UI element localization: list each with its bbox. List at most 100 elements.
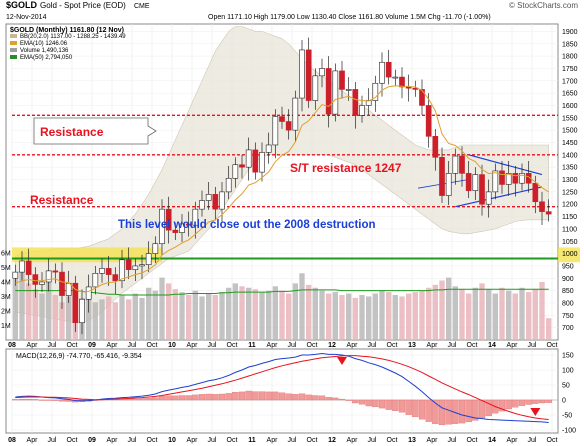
volume-bar	[352, 297, 358, 340]
y-tick-label: 1900	[562, 29, 578, 36]
legend-swatch	[10, 55, 17, 59]
volume-tick-label: 5M	[1, 265, 11, 272]
macd-histogram-bar	[418, 399, 426, 420]
candle-body	[392, 76, 399, 79]
candle-body	[445, 173, 452, 196]
volume-bar	[32, 289, 38, 340]
candle-body	[39, 281, 45, 285]
macd-histogram-bar	[18, 398, 26, 401]
candle-body	[532, 182, 539, 203]
candle-body	[145, 253, 152, 266]
candle-body	[545, 211, 552, 215]
macd-low-arrow	[530, 408, 541, 416]
volume-bar	[192, 290, 198, 340]
macd-histogram-bar	[425, 399, 432, 422]
x-tick-label: 09	[88, 342, 96, 349]
volume-bar	[319, 290, 325, 340]
candle-body	[172, 229, 179, 233]
legend-entry: BB(20,2.0) 1137.00 - 1288.25 - 1439.49	[20, 34, 126, 40]
candle-body	[212, 194, 219, 210]
volume-bar	[532, 289, 538, 340]
volume-bar	[12, 279, 18, 340]
macd-histogram-bar	[258, 391, 266, 401]
candle-body	[339, 70, 345, 90]
macd-histogram-bar	[52, 399, 59, 401]
volume-bar	[19, 270, 25, 340]
volume-bar	[466, 293, 472, 340]
macd-histogram-bar	[465, 399, 472, 423]
y-tick-label: 1850	[562, 41, 578, 48]
volume-bar	[199, 296, 205, 340]
candle-body	[305, 49, 312, 101]
x-tick-label: 10	[168, 437, 176, 444]
x-tick-label: Apr	[187, 437, 199, 444]
candle-body	[299, 49, 305, 99]
macd-histogram-bar	[412, 399, 419, 417]
volume-bar	[366, 296, 372, 340]
candle-body	[112, 274, 119, 282]
macd-histogram-bar	[45, 399, 52, 401]
triangle-lower-line	[455, 186, 543, 208]
legend-entry: EMA(50) 2,794,050	[20, 55, 73, 61]
volume-bar	[312, 287, 318, 340]
highlight-band	[12, 247, 162, 263]
volume-bar	[386, 292, 392, 340]
volume-bar	[99, 299, 105, 340]
x-tick-label: Apr	[27, 437, 39, 444]
resistance-upper-label: Resistance	[40, 125, 104, 139]
y-tick-label: 800	[562, 300, 574, 307]
x-tick-label: Jul	[448, 342, 457, 349]
candle-body	[405, 86, 412, 89]
macd-histogram-bar	[172, 395, 179, 401]
macd-histogram-bar	[32, 399, 39, 401]
x-tick-label: Jul	[48, 437, 57, 444]
macd-histogram-bar	[245, 390, 252, 401]
legend-swatch	[10, 41, 17, 45]
x-tick-label: Apr	[107, 437, 119, 444]
x-tick-label: Apr	[267, 437, 279, 444]
volume-bar	[252, 289, 258, 340]
volume-bar	[339, 295, 345, 340]
x-tick-label: Oct	[387, 437, 398, 444]
y-tick-label: 1600	[562, 103, 578, 110]
macd-histogram-bar	[198, 394, 206, 401]
x-tick-label: 10	[168, 342, 176, 349]
x-tick-label: 08	[8, 437, 16, 444]
candle-body	[479, 174, 485, 205]
candle-body	[85, 286, 92, 300]
x-tick-label: Jul	[288, 342, 297, 349]
volume-bar	[292, 283, 298, 340]
legend-entry: Volume 1,490,136	[20, 48, 69, 54]
candle-body	[312, 75, 319, 101]
candle-body	[139, 264, 145, 267]
x-tick-label: 14	[488, 342, 496, 349]
macd-histogram-bar	[165, 395, 172, 401]
volume-bar	[232, 283, 238, 340]
volume-bar	[379, 290, 385, 340]
macd-histogram-bar	[232, 392, 239, 401]
x-tick-label: Apr	[27, 342, 39, 349]
macd-histogram-bar	[178, 395, 186, 401]
volume-bar	[119, 295, 125, 340]
candle-body	[159, 208, 165, 245]
x-tick-label: Oct	[307, 342, 318, 349]
candle-body	[245, 149, 252, 168]
candle-body	[165, 208, 172, 231]
macd-histogram-bar	[252, 391, 259, 401]
macd-histogram-bar	[472, 399, 479, 421]
candle-body	[319, 68, 325, 77]
volume-bar	[406, 293, 412, 340]
y-tick-label: 850	[562, 288, 574, 295]
volume-bar	[139, 297, 145, 340]
x-tick-label: Oct	[547, 342, 558, 349]
candle-body	[79, 298, 85, 324]
macd-histogram-bar	[458, 399, 466, 424]
macd-histogram-bar	[12, 399, 19, 401]
candle-body	[225, 177, 232, 193]
macd-histogram-bar	[518, 399, 526, 406]
macd-histogram-bar	[438, 399, 446, 426]
volume-bar	[146, 287, 152, 340]
x-tick-label: Apr	[427, 437, 439, 444]
candle-body	[259, 152, 265, 173]
chart-exchange: CME	[134, 3, 150, 10]
